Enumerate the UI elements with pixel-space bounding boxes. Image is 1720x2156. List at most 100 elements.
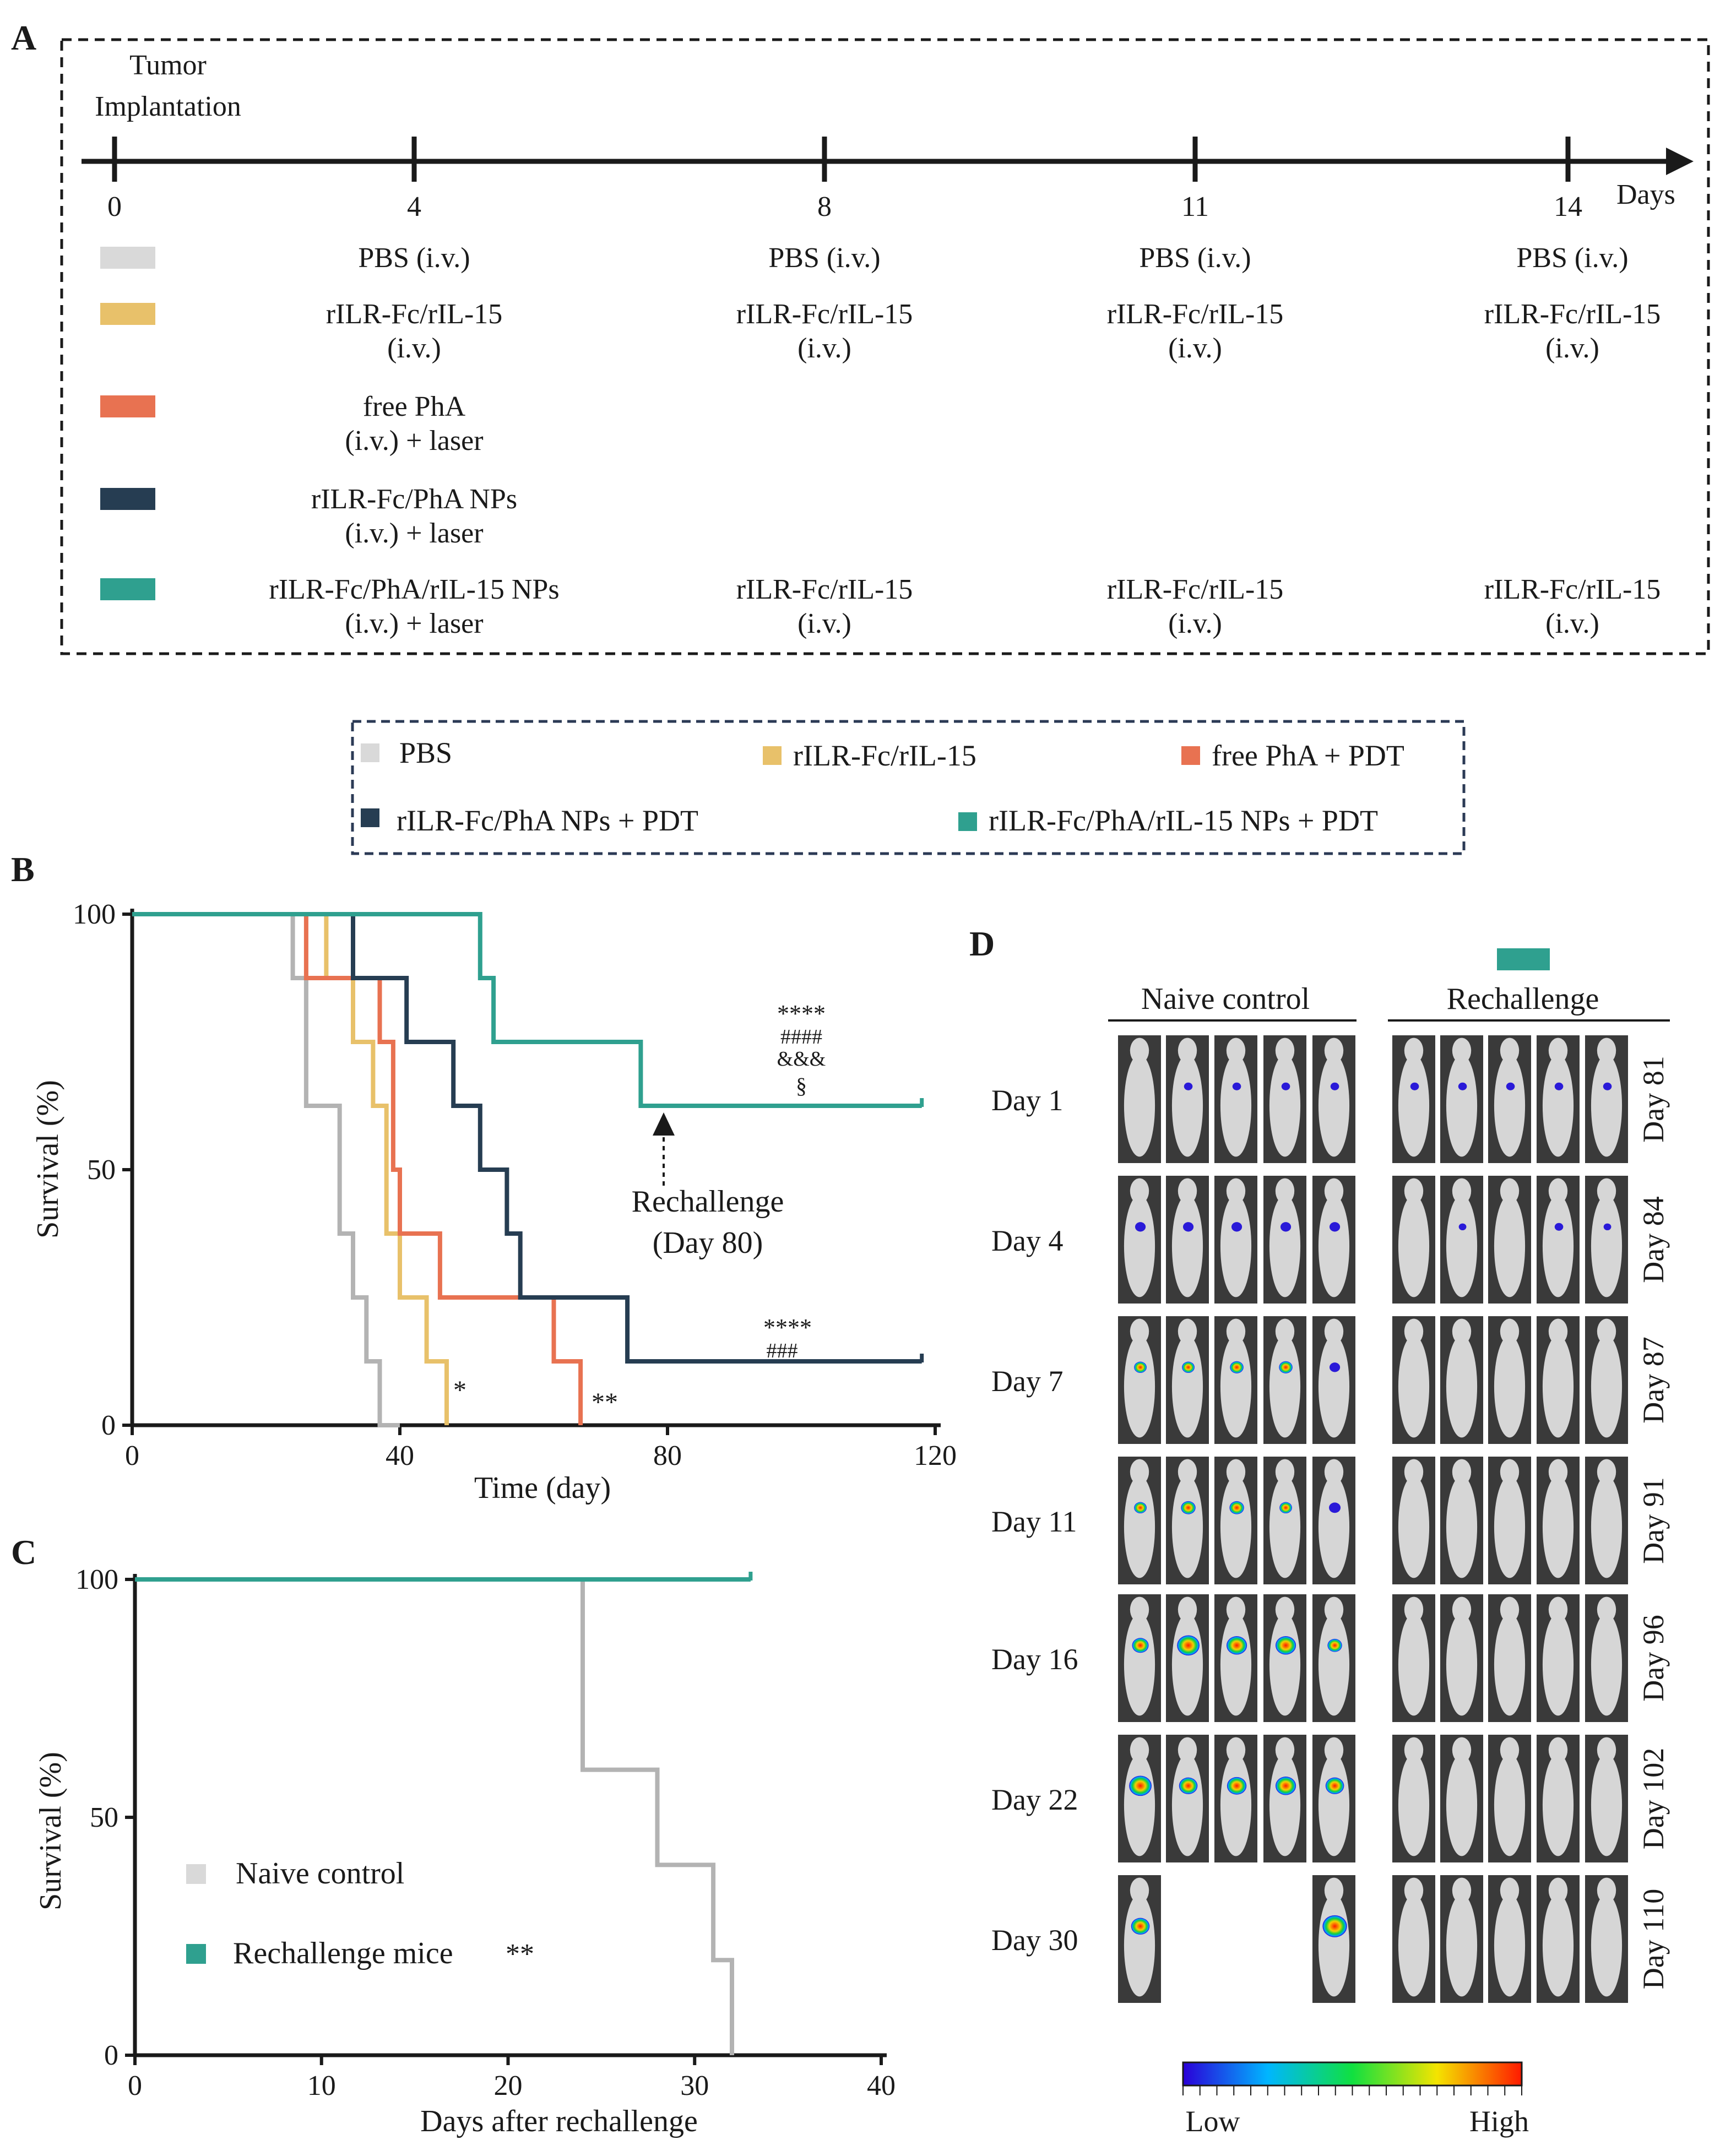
mouse-body [1398,1335,1430,1438]
mouse-body [1398,1475,1430,1578]
schedule-treatment: PBS (i.v.) [768,242,880,274]
mouse-head [1226,1038,1246,1064]
mouse-image [1392,1035,1435,1163]
mouse-head [1404,1178,1424,1204]
schedule-route: (i.v.) [797,608,851,639]
schedule-route: (i.v.) + laser [345,518,483,549]
legend-swatch-free-pha [1181,746,1200,765]
mouse-head [1452,1178,1472,1204]
timeline-day-label: 0 [107,191,122,222]
timeline-arrowhead [1666,148,1694,175]
mouse-head [1324,1178,1344,1204]
mouse-head [1178,1318,1197,1345]
mouse-image [1392,1875,1435,2003]
mouse-head [1130,1318,1149,1345]
mouse-head [1452,1737,1472,1763]
mouse-image [1537,1316,1580,1444]
mouse-image [1392,1735,1435,1862]
mouse-image [1488,1316,1531,1444]
mouse-image [1263,1735,1306,1862]
mouse-body [1318,1194,1350,1297]
mouse-head [1404,1038,1424,1064]
mouse-head [1178,1178,1197,1204]
legend-item-ilr-pha-il15: rILR-Fc/PhA/rIL-15 NPs + PDT [958,804,1378,837]
bioluminescence-signal [1410,1082,1419,1090]
y-tick-label: 0 [101,1410,116,1441]
mouse-body [1591,1194,1623,1297]
mouse-body [1220,1753,1252,1856]
series-line [132,912,400,1427]
panel-label-c: C [11,1533,36,1572]
mouse-body [1542,1335,1574,1438]
x-tick-label: 10 [307,2070,336,2101]
bioluminescence-signal [1279,1502,1292,1514]
mouse-image [1440,1875,1483,2003]
x-tick-label: 120 [914,1440,957,1471]
mouse-image [1214,1035,1257,1163]
mouse-image [1440,1176,1483,1304]
mouse-body [1318,1054,1350,1157]
series-line [132,912,922,1364]
mouse-image [1214,1316,1257,1444]
mouse-body [1446,1475,1478,1578]
mouse-head [1130,1459,1149,1485]
bioluminescence-signal [1182,1361,1195,1373]
mouse-image [1488,1735,1531,1862]
mouse-body [1398,1753,1430,1856]
mouse-body [1318,1894,1350,1997]
mouse-image [1392,1457,1435,1584]
mouse-image [1392,1176,1435,1304]
bioluminescence-signal [1329,1222,1341,1232]
teal-sig-3: &&& [777,1047,826,1071]
chart-b-ylabel: Survival (%) [31,1080,65,1239]
mouse-body [1398,1894,1430,1997]
mouse-image [1263,1035,1306,1163]
legend-swatch-ilr-pha [361,808,379,827]
mouse-head [1548,1596,1568,1623]
bioluminescence-signal [1325,1777,1344,1794]
mouse-body [1494,1753,1526,1856]
rechallenge-marker: Rechallenge (Day 80) [632,1112,784,1260]
mouse-head [1226,1318,1246,1345]
mouse-image [1312,1176,1355,1304]
imaging-day-label: Day 1 [991,1084,1063,1117]
mouse-head [1275,1596,1295,1623]
mouse-body [1591,1054,1623,1157]
schedule-swatch [100,488,155,510]
mouse-head [1452,1318,1472,1345]
mouse-head [1226,1178,1246,1204]
bioluminescence-signal [1280,1222,1292,1232]
schedule-swatch [100,395,155,417]
bioluminescence-signal [1184,1082,1193,1090]
mouse-body [1124,1054,1155,1157]
rechallenge-sig: ** [506,1938,534,1970]
mouse-body [1124,1335,1155,1438]
bioluminescence-signal [1279,1361,1293,1373]
mouse-head [1452,1459,1472,1485]
mouse-image [1263,1594,1306,1722]
bioluminescence-signal [1231,1222,1242,1232]
navy-significance: **** ### [763,1314,812,1362]
mouse-head [1500,1737,1520,1763]
bioluminescence-signal [1131,1918,1150,1935]
timeline-day-label: 8 [817,191,832,222]
legend-label-ilr-il15: rILR-Fc/rIL-15 [793,739,976,772]
mouse-body [1171,1753,1203,1856]
schedule-treatment: rILR-Fc/rIL-15 [736,298,913,330]
mouse-head [1404,1318,1424,1345]
bioluminescence-signal [1232,1082,1241,1090]
mouse-head [1597,1737,1616,1763]
mouse-image [1166,1035,1209,1163]
mouse-head [1500,1596,1520,1623]
panel-label-d: D [969,924,995,963]
chart-c-xlabel: Days after rechallenge [420,2104,698,2138]
legend-item-pbs: PBS [361,736,452,769]
mouse-body [1591,1753,1623,1856]
mouse-body [1494,1335,1526,1438]
bioluminescence-signal [1330,1082,1339,1090]
rechallenge-color-bar [1497,948,1550,970]
rechallenge-day-label: Day 110 [1637,1889,1670,1989]
mouse-image [1537,1176,1580,1304]
timeline-unit: Days [1616,179,1675,210]
